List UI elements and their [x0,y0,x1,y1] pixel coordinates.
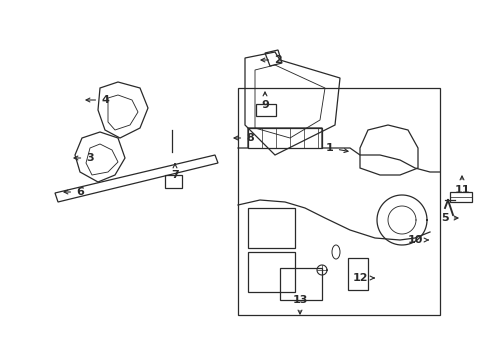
Text: 7: 7 [171,164,179,180]
Text: 12: 12 [351,273,373,283]
Text: 8: 8 [234,133,253,143]
Text: 13: 13 [292,295,307,314]
Text: 1: 1 [325,143,347,153]
Text: 2: 2 [261,55,281,65]
Text: 9: 9 [261,92,268,110]
Text: 6: 6 [64,187,84,197]
Text: 11: 11 [453,176,469,195]
Text: 5: 5 [440,213,457,223]
Text: 4: 4 [86,95,109,105]
Text: 10: 10 [407,235,427,245]
Text: 3: 3 [74,153,94,163]
